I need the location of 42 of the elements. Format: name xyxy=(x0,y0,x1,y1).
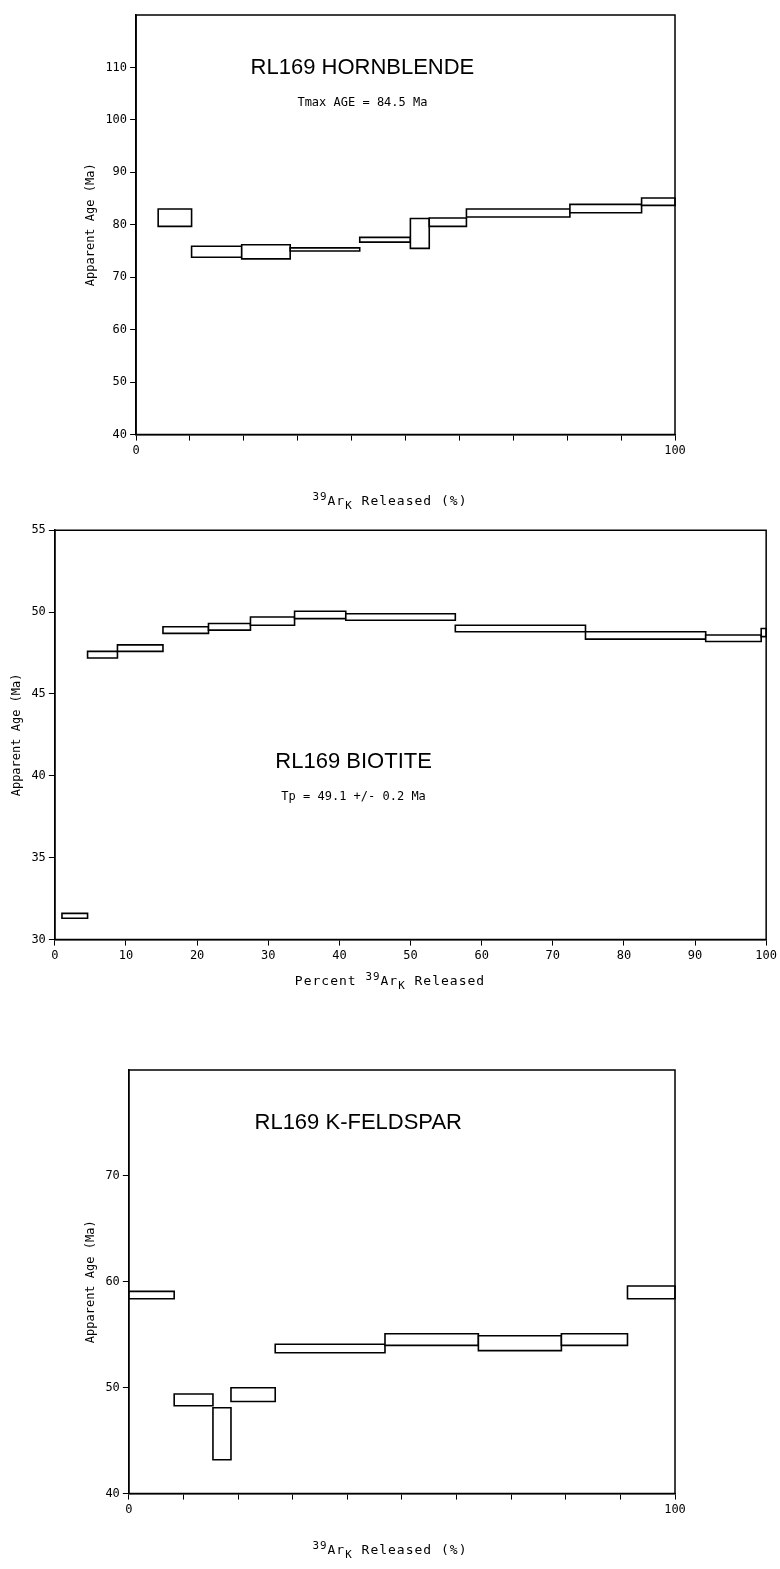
x-tick-label: 80 xyxy=(616,947,632,962)
x-tick-label: 0 xyxy=(132,442,140,457)
y-axis-title: Apparent Age (Ma) xyxy=(83,163,98,287)
y-tick-label: 50 xyxy=(112,374,128,389)
y-tick-label: 50 xyxy=(31,604,46,619)
x-tick-label: 30 xyxy=(261,947,276,962)
y-axis-title: Apparent Age (Ma) xyxy=(83,1220,98,1344)
text: Tmax AGE = 84.5 Ma xyxy=(297,94,428,109)
x-axis-title: $^{39}$Ar$_{K}$ Released (%) xyxy=(311,1539,469,1561)
y-tick-label: 50 xyxy=(105,1379,120,1394)
text: RL169 BIOTITE xyxy=(275,747,432,773)
text: RL169 K-FELDSPAR xyxy=(254,1109,462,1135)
y-tick-label: 70 xyxy=(105,1168,120,1183)
y-tick-label: 110 xyxy=(105,59,128,74)
x-tick-label: 70 xyxy=(545,947,560,962)
x-axis-title: $^{39}$Ar$_{K}$ Released (%) xyxy=(311,490,469,512)
y-tick-label: 100 xyxy=(105,112,128,127)
x-tick-label: 100 xyxy=(755,947,778,962)
x-tick-label: 0 xyxy=(125,1501,133,1516)
y-tick-label: 55 xyxy=(31,522,46,537)
x-tick-label: 10 xyxy=(118,947,134,962)
x-tick-label: 50 xyxy=(403,947,418,962)
x-axis-title: Percent $^{39}$Ar$_{K}$ Released xyxy=(293,970,487,992)
y-tick-label: 40 xyxy=(112,426,128,441)
y-tick-label: 40 xyxy=(31,767,46,782)
y-tick-label: 45 xyxy=(31,686,46,701)
y-tick-label: 90 xyxy=(112,164,128,179)
y-tick-label: 80 xyxy=(112,216,128,231)
x-tick-label: 20 xyxy=(189,947,205,962)
y-axis-title: Apparent Age (Ma) xyxy=(9,673,24,797)
x-tick-label: 0 xyxy=(51,947,59,962)
text: RL169 HORNBLENDE xyxy=(250,53,475,79)
y-tick-label: 30 xyxy=(31,931,46,946)
y-tick-label: 60 xyxy=(112,321,128,336)
x-tick-label: 40 xyxy=(332,947,347,962)
text: Tp = 49.1 +/- 0.2 Ma xyxy=(281,788,426,803)
y-tick-label: 70 xyxy=(112,269,128,284)
y-tick-label: 35 xyxy=(31,849,46,864)
y-tick-label: 60 xyxy=(105,1273,120,1288)
x-tick-label: 90 xyxy=(687,947,703,962)
x-tick-label: 60 xyxy=(474,947,489,962)
y-tick-label: 40 xyxy=(105,1485,120,1500)
